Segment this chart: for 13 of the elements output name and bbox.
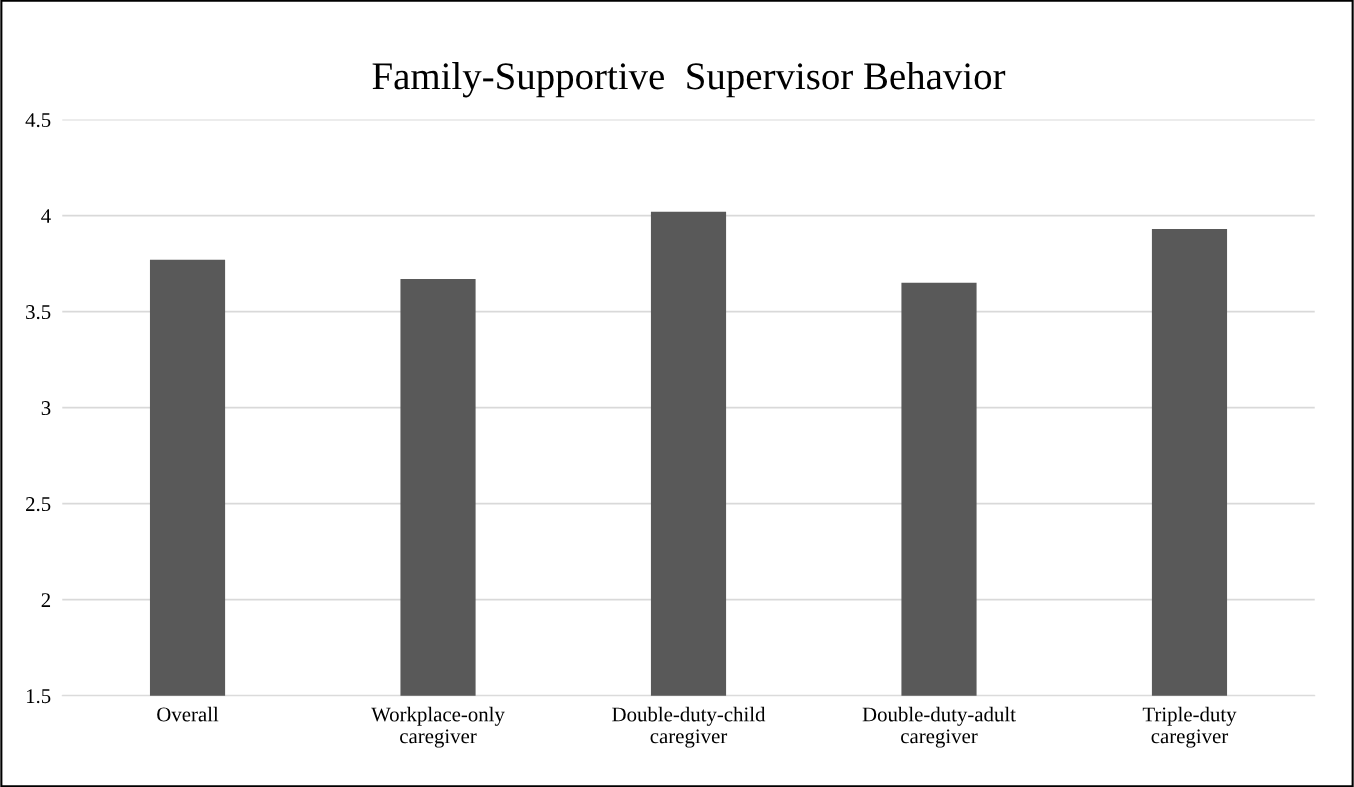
x-tick-label: Double-duty-adult caregiver [862,706,1016,748]
x-tick-label: Triple-duty caregiver [1142,706,1237,748]
y-tick-label: 4 [41,209,51,223]
x-tick-label: Workplace-only caregiver [371,706,505,748]
y-tick-label: 4.5 [25,113,51,128]
chart-title: Family-Supportive Supervisor Behavior [372,62,1006,98]
y-tick-label: 2.5 [26,497,51,512]
y-tick-label: 1.5 [26,689,51,704]
y-tick-label: 3.5 [26,305,51,320]
x-tick-label: Double-duty-child caregiver [612,706,766,748]
x-tick-label: Overall [157,706,219,722]
y-tick-label: 3 [41,401,51,416]
y-tick-label: 2 [41,593,51,607]
